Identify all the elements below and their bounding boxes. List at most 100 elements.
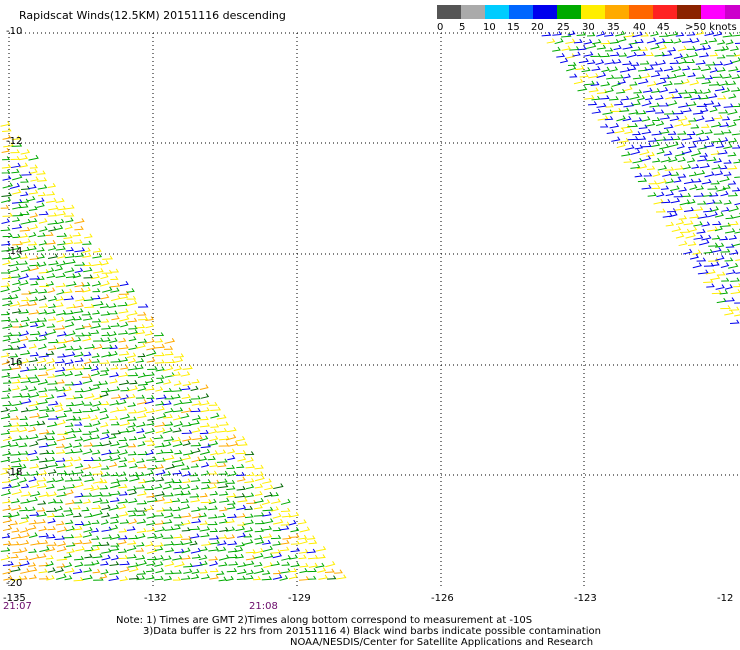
- wind-barb: [641, 100, 652, 107]
- wind-barb: [135, 342, 146, 349]
- wind-barb: [128, 511, 137, 517]
- wind-barb: [91, 519, 100, 524]
- wind-barb: [146, 520, 156, 526]
- wind-barb: [308, 575, 317, 580]
- wind-barb: [73, 512, 82, 518]
- wind-barb: [253, 512, 265, 517]
- wind-barb: [3, 540, 12, 546]
- wind-barb: [153, 542, 164, 547]
- wind-barb: [704, 30, 715, 37]
- wind-barb: [299, 538, 308, 545]
- wind-barb: [56, 232, 68, 237]
- wind-barb: [174, 521, 185, 526]
- wind-barb: [682, 107, 692, 113]
- wind-barb: [54, 265, 64, 272]
- wind-barb: [27, 195, 36, 202]
- wind-barb: [74, 261, 86, 266]
- wind-barb: [74, 351, 84, 358]
- wind-barb: [45, 560, 54, 567]
- wind-barb: [2, 387, 12, 393]
- wind-barb: [225, 526, 236, 532]
- wind-barb: [655, 109, 665, 114]
- wind-barb: [56, 435, 66, 442]
- wind-barb: [135, 394, 146, 399]
- wind-barb: [655, 38, 666, 45]
- wind-barb: [681, 148, 693, 155]
- wind-barb: [12, 233, 21, 239]
- wind-barb: [110, 513, 120, 519]
- wind-barb: [732, 103, 740, 108]
- wind-barb: [678, 240, 688, 247]
- wind-barb: [64, 575, 73, 581]
- wind-barb: [700, 65, 712, 72]
- wind-barb: [219, 491, 229, 496]
- wind-barb: [102, 255, 114, 260]
- wind-barb: [245, 569, 255, 575]
- wind-barb: [46, 477, 56, 483]
- wind-barb: [717, 149, 728, 155]
- wind-barb: [616, 115, 626, 122]
- wind-barb: [639, 46, 649, 51]
- wind-barb: [199, 492, 208, 498]
- wind-barb: [605, 103, 614, 108]
- wind-barb: [146, 420, 155, 426]
- wind-barb: [120, 387, 131, 392]
- wind-barb: [659, 32, 669, 37]
- wind-barb: [172, 457, 183, 463]
- wind-barb: [234, 546, 244, 553]
- wind-barb: [1, 196, 12, 203]
- wind-barb: [83, 296, 94, 302]
- wind-barb: [181, 547, 191, 554]
- wind-barb: [254, 504, 263, 510]
- wind-barb: [19, 477, 27, 483]
- wind-barb: [56, 316, 65, 323]
- wind-barb: [663, 65, 674, 72]
- wind-barb: [662, 51, 673, 57]
- wind-barb: [209, 535, 220, 540]
- wind-barb: [10, 364, 22, 370]
- wind-barb: [262, 539, 272, 545]
- wind-barb: [225, 518, 235, 524]
- wind-barb: [119, 428, 130, 434]
- wind-barb: [73, 336, 82, 343]
- wind-barb: [153, 434, 164, 440]
- wind-barb: [280, 568, 291, 574]
- wind-barb: [183, 568, 193, 574]
- wind-barb: [668, 88, 679, 94]
- wind-barb: [665, 190, 675, 197]
- wind-barb: [27, 449, 38, 456]
- wind-barb: [698, 94, 709, 100]
- wind-barb: [2, 401, 13, 407]
- wind-barb: [236, 463, 245, 469]
- wind-barb: [638, 78, 649, 85]
- wind-barb: [45, 456, 56, 463]
- wind-barb: [567, 61, 577, 66]
- wind-barb: [127, 451, 137, 456]
- wind-barb: [298, 548, 309, 554]
- wind-barb: [280, 539, 290, 545]
- wind-barb: [64, 477, 74, 482]
- wind-barb: [299, 567, 308, 574]
- wind-barb: [137, 353, 146, 358]
- wind-barb: [20, 218, 32, 225]
- wind-barb: [20, 385, 29, 391]
- wind-barb: [656, 191, 665, 198]
- lon-label-123: -123: [574, 593, 597, 604]
- wind-barb: [217, 462, 227, 468]
- wind-barb: [20, 336, 29, 342]
- wind-barb: [2, 512, 13, 518]
- wind-barb: [2, 175, 12, 181]
- wind-barb: [64, 567, 75, 574]
- wind-barb: [181, 527, 191, 532]
- lon-label-132: -132: [144, 593, 167, 604]
- wind-barb: [162, 427, 173, 434]
- wind-barb: [689, 213, 700, 219]
- wind-barb: [100, 260, 109, 266]
- wind-barb: [29, 288, 39, 294]
- wind-barb: [92, 318, 102, 323]
- wind-barb: [64, 470, 75, 476]
- wind-barb: [28, 476, 37, 482]
- wind-barb: [12, 279, 22, 286]
- wind-barb: [182, 471, 192, 477]
- wind-barb: [155, 378, 164, 385]
